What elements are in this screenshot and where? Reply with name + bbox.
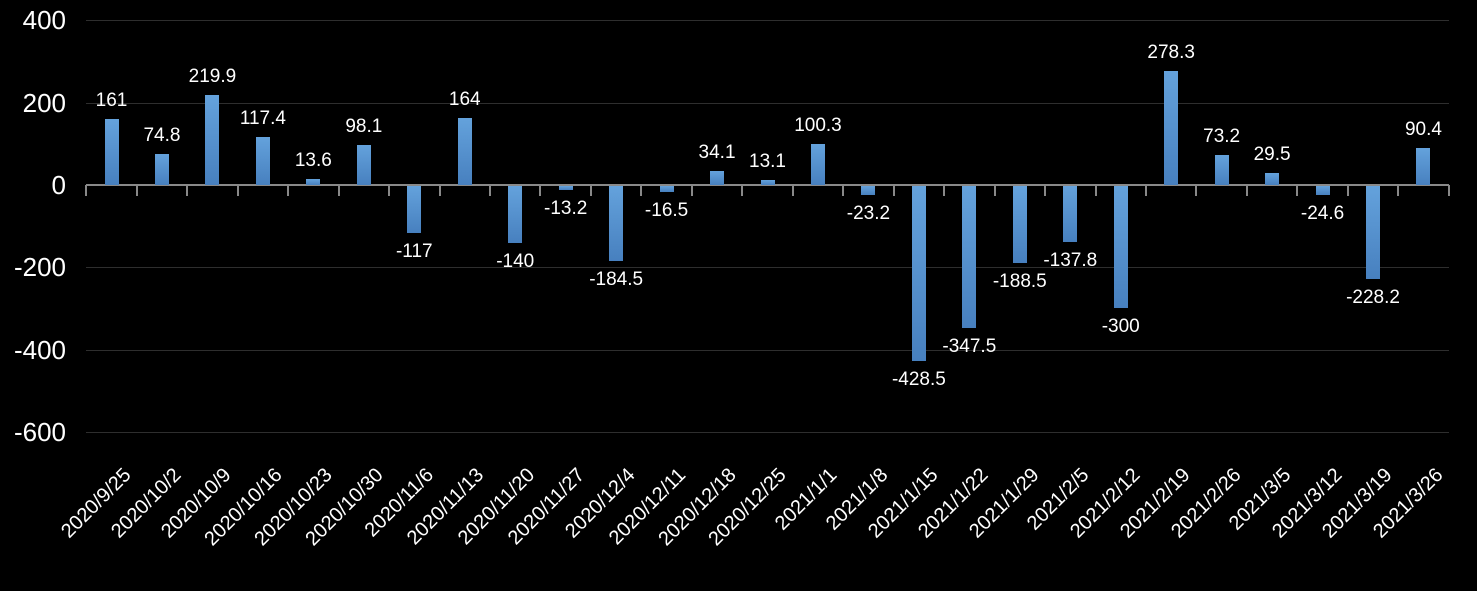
data-label: 100.3 xyxy=(794,114,842,136)
data-label: -117 xyxy=(395,241,433,263)
bar-2020-9-25 xyxy=(104,118,119,185)
x-axis-tick-mark xyxy=(388,185,391,196)
data-label: -16.5 xyxy=(644,199,689,221)
data-label: -24.6 xyxy=(1300,203,1345,225)
bar-2020-12-18 xyxy=(710,170,725,185)
bar-2021-1-29 xyxy=(1012,186,1027,263)
x-axis-tick-mark xyxy=(1245,185,1248,196)
bar-2020-10-16 xyxy=(255,136,270,185)
bar-2021-3-12 xyxy=(1315,186,1330,196)
x-axis-tick-mark xyxy=(1346,185,1349,196)
x-axis-tick-mark xyxy=(589,185,592,196)
bar-2020-11-20 xyxy=(508,186,523,243)
bar-2021-3-5 xyxy=(1265,172,1280,185)
data-label: -13.2 xyxy=(544,198,588,220)
x-axis-tick-mark xyxy=(892,185,895,196)
data-label: 74.8 xyxy=(143,125,181,147)
x-axis-tick-mark xyxy=(236,185,239,196)
data-label: -300 xyxy=(1101,316,1140,338)
data-label: 98.1 xyxy=(345,115,383,137)
bar-2020-12-11 xyxy=(659,186,674,192)
bar-2020-11-6 xyxy=(407,186,422,234)
y-gridline xyxy=(86,102,1449,104)
y-axis-tick-label: 400 xyxy=(22,5,66,36)
x-axis-tick-mark xyxy=(1195,185,1198,196)
data-label: 34.1 xyxy=(698,141,736,163)
bar-2020-10-9 xyxy=(205,94,220,185)
bar-2020-11-13 xyxy=(457,117,472,185)
data-label: 13.6 xyxy=(294,150,332,172)
x-axis-tick-mark xyxy=(1094,185,1097,196)
y-gridline xyxy=(86,20,1449,22)
y-gridline xyxy=(86,431,1449,433)
data-label: 161 xyxy=(95,89,128,111)
data-label: -347.5 xyxy=(942,335,997,357)
x-axis-tick-mark xyxy=(1144,185,1147,196)
bar-2021-1-22 xyxy=(962,186,977,328)
bar-2020-10-30 xyxy=(356,144,371,185)
x-axis-tick-mark xyxy=(993,185,996,196)
bar-2020-11-27 xyxy=(558,186,573,191)
x-axis-tick-mark xyxy=(287,185,290,196)
x-axis-tick-mark xyxy=(539,185,542,196)
bar-2021-2-12 xyxy=(1113,186,1128,309)
y-axis-tick-label: 200 xyxy=(22,87,66,118)
x-axis-tick-mark xyxy=(842,185,845,196)
data-label: 278.3 xyxy=(1147,41,1195,63)
data-label: -137.8 xyxy=(1043,249,1098,271)
y-axis-tick-label: -200 xyxy=(13,252,66,283)
bar-2021-3-19 xyxy=(1366,186,1381,279)
data-label: 164 xyxy=(448,88,481,110)
x-axis-tick-mark xyxy=(943,185,946,196)
x-axis-tick-mark xyxy=(85,185,88,196)
data-label: -184.5 xyxy=(589,268,644,290)
data-label: 29.5 xyxy=(1253,143,1291,165)
data-label: -140 xyxy=(496,250,535,272)
x-axis-tick-mark xyxy=(791,185,794,196)
x-axis-tick-mark xyxy=(135,185,138,196)
x-axis-tick-mark xyxy=(438,185,441,196)
data-label: 90.4 xyxy=(1404,118,1442,140)
bar-2021-3-26 xyxy=(1416,147,1431,185)
x-axis-tick-mark xyxy=(1447,185,1450,196)
data-label: -23.2 xyxy=(846,202,891,224)
data-label: -228.2 xyxy=(1346,286,1400,308)
bar-2020-12-25 xyxy=(760,179,775,185)
data-label: 219.9 xyxy=(188,65,237,87)
data-label: -428.5 xyxy=(891,369,946,391)
x-axis-tick-mark xyxy=(1397,185,1400,196)
x-axis-tick-mark xyxy=(488,185,491,196)
bar-2021-2-5 xyxy=(1063,186,1078,242)
data-label: 13.1 xyxy=(749,150,786,172)
x-axis-tick-mark xyxy=(337,185,340,196)
x-axis-tick-mark xyxy=(690,185,693,196)
y-gridline xyxy=(86,267,1449,269)
bar-2021-1-15 xyxy=(911,186,926,362)
x-axis-tick-mark xyxy=(1044,185,1047,196)
y-axis-tick-label: -400 xyxy=(13,334,66,365)
bar-2021-2-19 xyxy=(1164,70,1179,185)
x-axis-line xyxy=(86,184,1449,186)
y-axis-tick-label: -600 xyxy=(13,416,66,447)
bar-2021-2-26 xyxy=(1214,154,1229,185)
bar-2020-10-2 xyxy=(154,154,169,185)
x-axis-tick-mark xyxy=(186,185,189,196)
data-label: 117.4 xyxy=(239,107,286,129)
x-axis-tick-mark xyxy=(640,185,643,196)
y-axis-tick-label: 0 xyxy=(51,170,66,200)
data-label: 73.2 xyxy=(1203,125,1241,147)
data-label: -188.5 xyxy=(992,270,1047,292)
bar-2021-1-1 xyxy=(810,143,825,185)
x-axis-tick-mark xyxy=(741,185,744,196)
bar-2021-1-8 xyxy=(861,186,876,195)
y-gridline xyxy=(86,349,1449,351)
bar-2020-10-23 xyxy=(306,179,321,185)
x-axis-tick-mark xyxy=(1296,185,1299,196)
bar-2020-12-4 xyxy=(609,186,624,261)
